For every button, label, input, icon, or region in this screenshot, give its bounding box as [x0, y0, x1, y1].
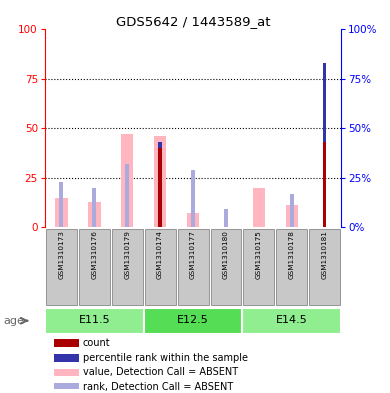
- Bar: [54, 340, 79, 347]
- FancyBboxPatch shape: [45, 308, 144, 334]
- FancyBboxPatch shape: [46, 229, 77, 305]
- Text: GSM1310179: GSM1310179: [124, 230, 130, 279]
- Bar: [323, 63, 326, 227]
- Bar: [154, 136, 167, 227]
- FancyBboxPatch shape: [144, 308, 243, 334]
- Text: value, Detection Call = ABSENT: value, Detection Call = ABSENT: [83, 367, 238, 377]
- FancyBboxPatch shape: [145, 229, 176, 305]
- Text: GSM1310174: GSM1310174: [157, 230, 163, 279]
- Title: GDS5642 / 1443589_at: GDS5642 / 1443589_at: [116, 15, 270, 28]
- Bar: [54, 369, 79, 376]
- Bar: [285, 206, 298, 227]
- Text: E11.5: E11.5: [78, 315, 110, 325]
- FancyBboxPatch shape: [309, 229, 340, 305]
- Text: percentile rank within the sample: percentile rank within the sample: [83, 353, 248, 363]
- Bar: [92, 188, 96, 227]
- Bar: [191, 170, 195, 227]
- Bar: [323, 63, 326, 142]
- Text: age: age: [3, 316, 24, 326]
- FancyBboxPatch shape: [243, 308, 341, 334]
- Text: GSM1310178: GSM1310178: [289, 230, 295, 279]
- Bar: [121, 134, 133, 227]
- FancyBboxPatch shape: [177, 229, 209, 305]
- FancyBboxPatch shape: [211, 229, 241, 305]
- Bar: [54, 354, 79, 362]
- Text: E12.5: E12.5: [177, 315, 209, 325]
- FancyBboxPatch shape: [79, 229, 110, 305]
- Bar: [158, 148, 162, 227]
- Bar: [59, 182, 64, 227]
- Bar: [187, 213, 199, 227]
- Text: GSM1310177: GSM1310177: [190, 230, 196, 279]
- Bar: [55, 198, 67, 227]
- Text: GSM1310175: GSM1310175: [256, 230, 262, 279]
- Bar: [54, 383, 79, 391]
- Bar: [224, 209, 228, 227]
- Text: GSM1310180: GSM1310180: [223, 230, 229, 279]
- FancyBboxPatch shape: [112, 229, 143, 305]
- Text: rank, Detection Call = ABSENT: rank, Detection Call = ABSENT: [83, 382, 233, 392]
- Bar: [253, 188, 265, 227]
- Bar: [290, 194, 294, 227]
- Text: E14.5: E14.5: [276, 315, 308, 325]
- Bar: [125, 164, 129, 227]
- Text: count: count: [83, 338, 110, 348]
- Text: GSM1310181: GSM1310181: [322, 230, 328, 279]
- Bar: [158, 142, 162, 148]
- Bar: [88, 202, 101, 227]
- Text: GSM1310173: GSM1310173: [58, 230, 64, 279]
- FancyBboxPatch shape: [243, 229, 275, 305]
- Text: GSM1310176: GSM1310176: [91, 230, 97, 279]
- FancyBboxPatch shape: [277, 229, 307, 305]
